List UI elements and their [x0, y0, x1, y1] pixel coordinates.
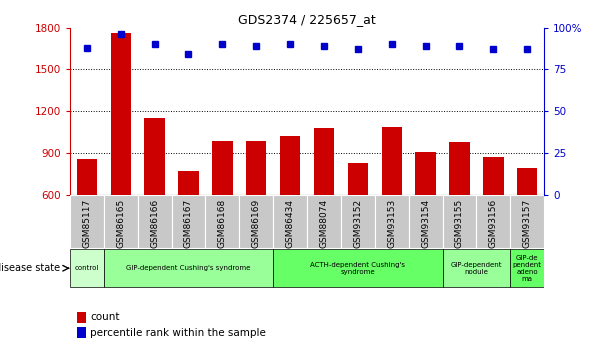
Bar	[348, 163, 368, 279]
Text: GSM93155: GSM93155	[455, 199, 464, 248]
Bar	[77, 159, 97, 279]
Text: GSM86169: GSM86169	[252, 199, 261, 248]
Bar	[341, 195, 375, 248]
Text: GSM85117: GSM85117	[82, 199, 91, 248]
Text: GSM93156: GSM93156	[489, 199, 498, 248]
Text: GIP-dependent
nodule: GIP-dependent nodule	[451, 262, 502, 275]
Bar	[137, 195, 171, 248]
Bar	[111, 33, 131, 279]
Bar	[280, 136, 300, 279]
Text: GSM86168: GSM86168	[218, 199, 227, 248]
Bar	[246, 140, 266, 279]
Bar	[104, 195, 137, 248]
Text: disease state: disease state	[0, 263, 60, 273]
Bar	[517, 168, 537, 279]
Bar	[483, 157, 503, 279]
Bar	[415, 152, 436, 279]
Text: GSM86434: GSM86434	[286, 199, 295, 248]
Bar	[510, 195, 544, 248]
Bar	[212, 140, 232, 279]
Bar	[77, 327, 86, 338]
Text: GSM93153: GSM93153	[387, 199, 396, 248]
Bar	[77, 312, 86, 323]
Bar	[70, 195, 104, 248]
Text: GSM86167: GSM86167	[184, 199, 193, 248]
Bar	[409, 195, 443, 248]
Bar	[273, 195, 307, 248]
Bar	[307, 195, 341, 248]
Text: GSM88074: GSM88074	[319, 199, 328, 248]
Text: GSM93157: GSM93157	[523, 199, 532, 248]
Bar	[443, 249, 510, 287]
Bar	[178, 171, 199, 279]
Bar	[273, 249, 443, 287]
Bar	[171, 195, 206, 248]
Bar	[314, 128, 334, 279]
Bar	[104, 249, 273, 287]
Bar	[382, 127, 402, 279]
Bar	[145, 118, 165, 279]
Text: control: control	[75, 265, 99, 271]
Text: ACTH-dependent Cushing's
syndrome: ACTH-dependent Cushing's syndrome	[310, 262, 406, 275]
Bar	[477, 195, 510, 248]
Bar	[70, 249, 104, 287]
Text: GSM86165: GSM86165	[116, 199, 125, 248]
Text: GIP-de
pendent
adeno
ma: GIP-de pendent adeno ma	[513, 255, 542, 282]
Text: GSM93154: GSM93154	[421, 199, 430, 248]
Text: count: count	[91, 312, 120, 322]
Bar	[206, 195, 240, 248]
Text: GIP-dependent Cushing's syndrome: GIP-dependent Cushing's syndrome	[126, 265, 250, 271]
Bar	[510, 249, 544, 287]
Text: GSM93152: GSM93152	[353, 199, 362, 248]
Text: percentile rank within the sample: percentile rank within the sample	[91, 328, 266, 337]
Bar	[375, 195, 409, 248]
Title: GDS2374 / 225657_at: GDS2374 / 225657_at	[238, 13, 376, 27]
Bar	[443, 195, 477, 248]
Text: GSM86166: GSM86166	[150, 199, 159, 248]
Bar	[449, 142, 469, 279]
Bar	[240, 195, 273, 248]
